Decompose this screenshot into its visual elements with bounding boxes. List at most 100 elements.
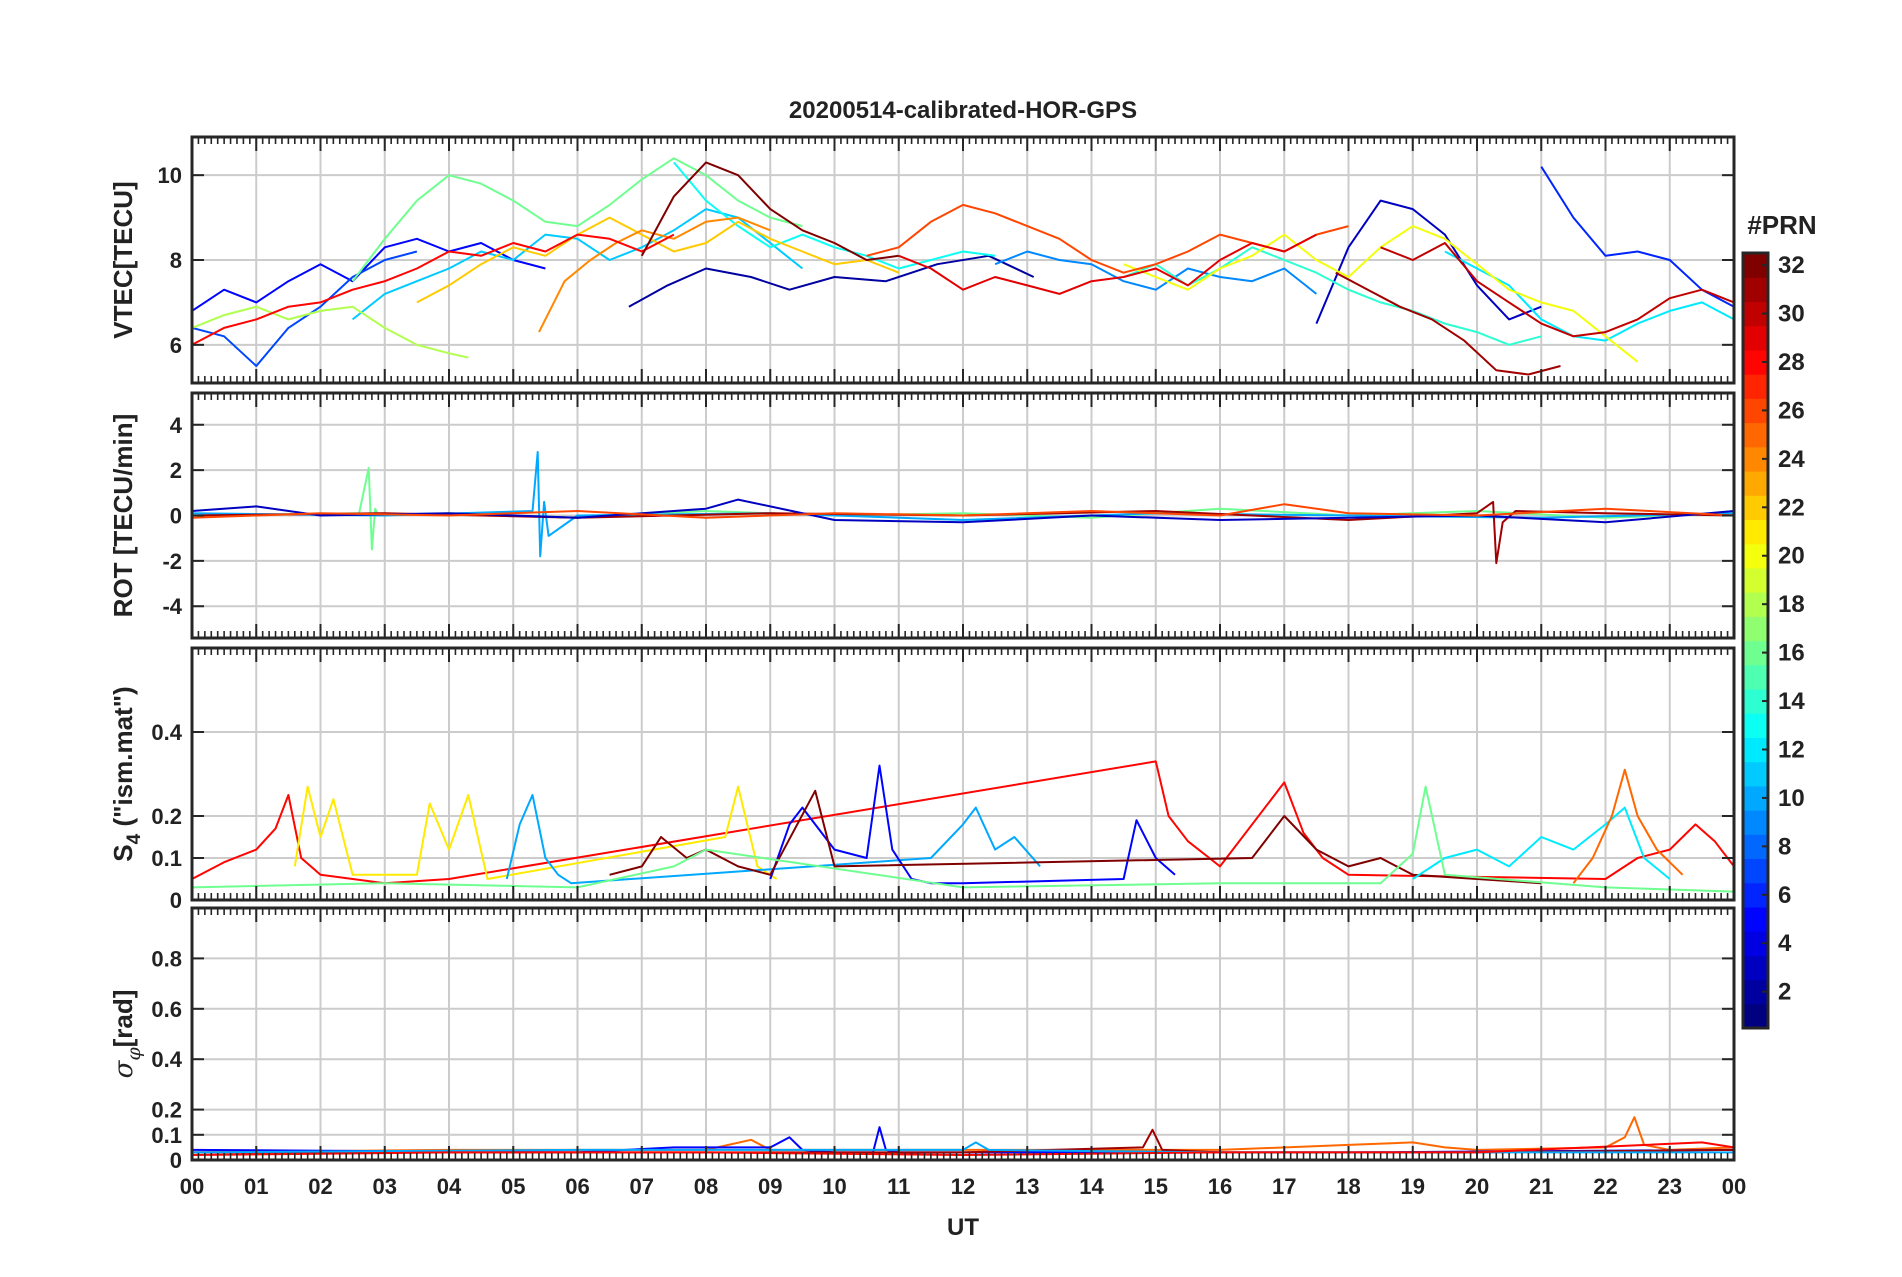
series-line-prn-30 [1380,242,1734,338]
y-tick-label: 6 [170,333,182,358]
colorbar-segment-25 [1743,422,1768,448]
colorbar-segment-3 [1743,955,1768,981]
colorbar-tick-label: 14 [1778,688,1805,715]
y-tick-label: 0.4 [151,720,182,745]
colorbar-tick-label: 10 [1778,785,1805,812]
colorbar-segment-1 [1743,1003,1768,1029]
y-axis-label: ROT [TECU/min] [108,414,138,618]
y-tick-label: -2 [162,549,182,574]
y-tick-label: 0.1 [151,1123,182,1148]
series-line-prn-25 [192,1116,1734,1154]
x-tick-label: 01 [244,1174,268,1199]
colorbar-segment-5 [1743,906,1768,932]
x-tick-label: 12 [951,1174,975,1199]
y-label-rest: [rad] [108,990,138,1048]
series-line-prn-28 [192,760,1734,885]
colorbar-segment-11 [1743,761,1768,787]
y-tick-label: 0 [170,504,182,529]
x-axis-label: UT [947,1214,979,1241]
colorbar-tick-label: 6 [1778,882,1791,909]
y-tick-label: 0.6 [151,997,182,1022]
y-label-subscript: φ [123,1047,145,1061]
colorbar-tick-label: 32 [1778,252,1805,279]
colorbar-tick-label: 28 [1778,349,1805,376]
x-tick-label: 11 [887,1174,910,1199]
colorbar-tick-label: 8 [1778,833,1791,860]
y-tick-label: 10 [158,163,182,188]
colorbar-tick-label: 26 [1778,397,1805,424]
series-line-prn-18 [192,305,469,359]
y-tick-label: 8 [170,248,182,273]
y-label-main: σ [109,1059,139,1078]
colorbar-segment-13 [1743,713,1768,738]
y-tick-label: 0 [170,888,182,913]
panel-rot: -4 -2 0 2 4 ROT [TECU/min] [108,391,1736,640]
y-axis-label: VTEC[TECU] [108,181,138,338]
colorbar-tick-label: 20 [1778,543,1805,570]
x-tick-label: 10 [822,1174,846,1199]
x-tick-label: 13 [1015,1174,1039,1199]
x-axis-tick-labels: 00 01 02 03 04 05 06 07 08 09 10 11 12 13 14 15 16 17 18 19… [180,1174,1746,1199]
y-ticks: 0 0.1 0.2 0.4 [151,720,1734,913]
x-tick-label: 03 [373,1174,397,1199]
y-ticks: 6 8 10 [158,163,1734,358]
y-tick-label: 0.2 [151,804,182,829]
series-line-prn-9 [994,250,1318,295]
colorbar-tick-label: 22 [1778,494,1805,521]
panel-frame [190,135,1736,385]
series-line-prn-26 [192,503,1734,519]
colorbar-title: #PRN [1747,210,1816,240]
colorbar-segment-27 [1743,374,1768,399]
colorbar-segment-7 [1743,858,1768,884]
series-group [192,760,1734,893]
x-tick-label: 00 [180,1174,204,1199]
colorbar-segment-23 [1743,470,1768,496]
colorbar-segment-29 [1743,325,1768,351]
x-tick-label: 19 [1401,1174,1425,1199]
series-line-prn-29 [898,233,1317,295]
x-tick-label: 23 [1658,1174,1682,1199]
x-tick-label: 21 [1529,1174,1553,1199]
series-line-prn-5 [192,237,546,312]
y-label-rest: ("ism.mat") [108,686,138,833]
panel-grid [192,648,1734,901]
series-line-prn-6 [1540,166,1734,308]
x-tick-label: 18 [1336,1174,1360,1199]
series-line-prn-31 [1335,271,1561,376]
x-tick-label: 06 [565,1174,589,1199]
series-line-prn-21 [293,785,778,880]
y-tick-label: 2 [170,458,182,483]
series-line-prn-10 [192,451,1734,558]
colorbar-segment-19 [1743,567,1768,593]
panel-grid [192,908,1734,1161]
panel-frame [190,906,1736,1162]
y-label-subscript: 4 [124,833,145,844]
series-line-prn-3 [1315,199,1542,324]
series-line-prn-7 [192,250,418,367]
x-tick-label: 02 [308,1174,332,1199]
x-tick-label: 05 [501,1174,525,1199]
y-ticks: -4 -2 0 2 4 [162,413,1734,619]
y-tick-label: 0.1 [151,846,182,871]
colorbar-tick-label: 2 [1778,979,1791,1006]
y-tick-label: 0 [170,1148,182,1173]
y-axis-label: S4 ("ism.mat") [108,686,145,861]
y-tick-label: 0.8 [151,946,182,971]
series-line-prn-32 [640,161,899,261]
x-tick-label: 07 [630,1174,654,1199]
colorbar-segment-17 [1743,616,1768,642]
series-line-prn-24 [538,216,771,333]
series-line-prn-16 [351,157,803,282]
series-line-prn-2 [628,254,1035,308]
x-tick-label: 16 [1208,1174,1232,1199]
x-tick-label: 09 [758,1174,782,1199]
x-tick-label: 00 [1722,1174,1746,1199]
colorbar-segment-31 [1743,277,1768,303]
series-line-prn-13 [673,161,996,270]
series-group [192,157,1734,376]
y-tick-label: 0.4 [151,1047,182,1072]
panel-frame [190,646,1736,902]
